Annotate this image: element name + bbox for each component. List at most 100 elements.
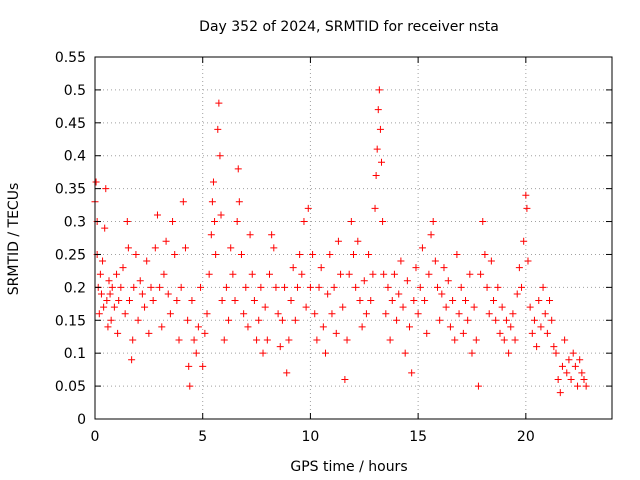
data-point [164, 290, 172, 298]
data-point [201, 329, 209, 337]
data-point [119, 264, 127, 272]
data-point [138, 290, 146, 298]
data-point [231, 297, 239, 305]
data-point [218, 297, 226, 305]
data-point [483, 283, 491, 291]
data-point [418, 244, 426, 252]
data-point [162, 237, 170, 245]
data-point [390, 270, 398, 278]
data-point [378, 158, 386, 166]
y-tick-label: 0.1 [64, 346, 86, 362]
data-point [477, 270, 485, 278]
data-point [110, 303, 118, 311]
data-point [291, 316, 299, 324]
data-point [556, 389, 564, 397]
data-point [360, 277, 368, 285]
data-point [457, 283, 465, 291]
data-point [449, 297, 457, 305]
data-point [173, 297, 181, 305]
data-point [543, 329, 551, 337]
y-tick-label: 0.2 [64, 280, 86, 296]
data-point [552, 349, 560, 357]
data-point [350, 250, 357, 258]
data-point [97, 290, 105, 298]
data-point [319, 323, 327, 331]
data-point [121, 310, 129, 318]
data-point [522, 191, 530, 199]
data-point [500, 336, 508, 344]
data-point [498, 303, 506, 311]
data-point [438, 290, 446, 298]
data-point [192, 349, 200, 357]
data-point [376, 125, 384, 133]
x-axis-label: GPS time / hours [290, 459, 407, 475]
data-point [379, 218, 387, 226]
data-point [332, 329, 340, 337]
data-point [434, 283, 442, 291]
data-point [208, 198, 216, 206]
data-point [558, 362, 566, 370]
data-point [309, 250, 317, 258]
data-point [143, 257, 151, 265]
data-point [246, 231, 254, 239]
data-point [393, 316, 401, 324]
data-point [574, 382, 582, 390]
data-point [261, 303, 269, 311]
data-point [425, 270, 433, 278]
data-point [106, 290, 114, 298]
data-point [496, 329, 504, 337]
data-point [563, 369, 571, 377]
data-point [209, 178, 217, 186]
data-point [533, 343, 541, 351]
data-point [328, 310, 336, 318]
data-point [334, 237, 342, 245]
data-point [511, 336, 519, 344]
data-point [367, 297, 375, 305]
data-point [567, 376, 575, 384]
data-point [565, 356, 573, 364]
data-point [317, 264, 325, 272]
data-point [371, 204, 379, 212]
data-point [274, 310, 282, 318]
data-point [158, 323, 166, 331]
data-point [539, 283, 547, 291]
data-point [518, 283, 526, 291]
data-point [373, 145, 381, 153]
data-point [129, 336, 137, 344]
data-point [494, 283, 502, 291]
data-point [472, 336, 480, 344]
data-point [134, 316, 142, 324]
data-point [369, 270, 377, 278]
data-point [212, 250, 220, 258]
data-point [128, 356, 136, 364]
data-point [225, 316, 233, 324]
data-point [185, 362, 193, 370]
chart-title: Day 352 of 2024, SRMTID for receiver nst… [199, 19, 499, 35]
data-point [96, 270, 104, 278]
data-point [451, 336, 459, 344]
data-point [423, 329, 431, 337]
data-point [414, 310, 422, 318]
data-point [427, 231, 435, 239]
data-point [217, 211, 225, 219]
data-point [171, 250, 179, 258]
data-point [92, 178, 100, 186]
data-points [91, 86, 590, 397]
data-point [136, 277, 144, 285]
data-point [375, 86, 383, 94]
data-point [242, 283, 250, 291]
data-point [95, 310, 103, 318]
y-tick-label: 0.55 [55, 50, 86, 66]
data-point [105, 277, 113, 285]
data-point [466, 270, 474, 278]
data-point [181, 244, 189, 252]
x-tick-label: 10 [302, 429, 320, 445]
data-point [99, 257, 107, 265]
data-point [505, 349, 513, 357]
data-point [372, 171, 380, 179]
data-point [446, 323, 454, 331]
data-point [278, 316, 286, 324]
data-point [276, 343, 284, 351]
x-tick-label: 5 [198, 429, 207, 445]
data-point [481, 250, 489, 258]
